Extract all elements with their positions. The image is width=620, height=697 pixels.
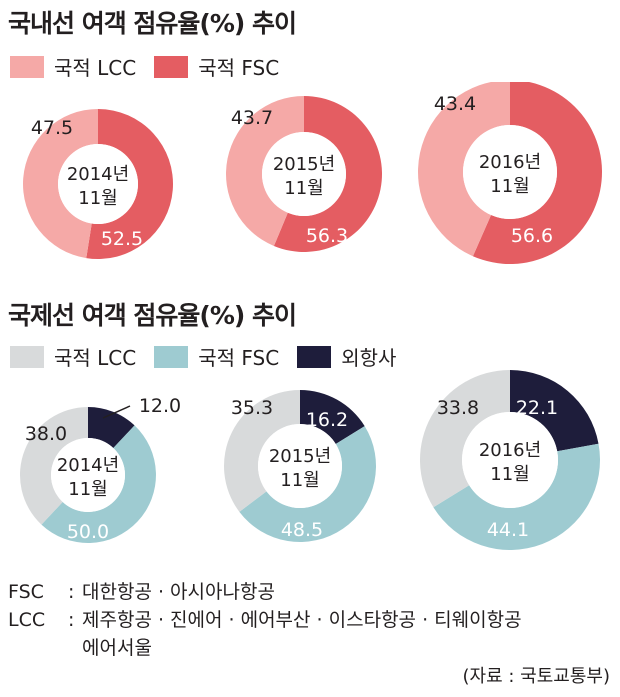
note-text: 에어서울 xyxy=(82,637,152,659)
period-label: 11월 xyxy=(490,464,529,485)
note-separator: : xyxy=(68,609,75,631)
note-lcc-continued: 에어서울 xyxy=(8,634,522,662)
legend-swatch-fsc xyxy=(154,55,189,78)
domestic-title: 국내선 여객 점유율(%) 추이 xyxy=(8,9,297,38)
donut-slice xyxy=(224,390,300,512)
note-key: LCC xyxy=(8,609,46,631)
source-credit: (자료 : 국토교통부) xyxy=(462,666,610,687)
donut-slice xyxy=(86,109,173,259)
slice-value-label: 50.0 xyxy=(67,521,109,543)
period-label: 11월 xyxy=(78,188,117,209)
slice-value-label: 43.4 xyxy=(434,93,476,115)
legend-item-fsc: 국적 FSC xyxy=(154,52,279,81)
slice-value-label: 33.8 xyxy=(437,397,479,419)
donut-slice xyxy=(225,96,304,246)
period-label: 2014년 xyxy=(57,455,119,476)
slice-value-label: 22.1 xyxy=(516,397,558,419)
donut-hole xyxy=(463,125,557,219)
legend-label-fsc: 국적 FSC xyxy=(198,56,280,80)
legend-label-lcc: 국적 LCC xyxy=(54,56,137,80)
donut-chart: 56.6 43.4 2016년 11월 xyxy=(418,82,602,264)
slice-value-label: 56.3 xyxy=(306,225,348,247)
legend-label-lcc-intl: 국적 LCC xyxy=(54,346,137,370)
slice-value-label: 35.3 xyxy=(231,397,273,419)
donut-slice xyxy=(300,390,365,444)
domestic-donut-charts: 52.5 47.5 2014년 11월 56.3 43.7 2015년 11월 56.6 43.4… xyxy=(22,82,602,264)
slice-value-label: 44.1 xyxy=(487,519,529,541)
slice-value-label: 43.7 xyxy=(231,107,273,129)
donut-slice xyxy=(433,443,600,550)
notes: FSC : 대한항공 · 아시아나항공 LCC : 제주항공 · 진에어 · 에… xyxy=(8,578,522,662)
donut-slice xyxy=(273,96,382,252)
donut-chart: 12.0 50.0 38.0 2014년 11월 xyxy=(20,395,181,543)
legend-swatch-foreign xyxy=(297,345,332,368)
period-label: 2016년 xyxy=(479,440,541,461)
period-label: 2015년 xyxy=(273,154,335,175)
leader-line xyxy=(102,405,131,419)
donut-slice xyxy=(41,425,156,543)
legend-swatch-lcc xyxy=(10,55,44,78)
donut-slice xyxy=(420,370,510,508)
donut-hole xyxy=(262,132,346,216)
period-label: 2014년 xyxy=(67,164,129,185)
legend-label-foreign: 외항사 xyxy=(341,346,397,370)
international-legend: 국적 LCC 국적 FSC 외항사 xyxy=(10,342,396,371)
donut-slice xyxy=(472,82,602,264)
legend-item-lcc-intl: 국적 LCC xyxy=(10,342,136,371)
donut-chart: 52.5 47.5 2014년 11월 xyxy=(22,109,173,259)
slice-value-label: 38.0 xyxy=(25,423,67,445)
slice-value-label: 16.2 xyxy=(306,409,348,431)
legend-item-fsc-intl: 국적 FSC xyxy=(154,342,279,371)
note-text: 대한항공 · 아시아나항공 xyxy=(82,581,275,603)
donut-chart: 16.2 48.5 35.3 2015년 11월 xyxy=(224,390,376,542)
donut-hole xyxy=(51,438,125,512)
legend-item-lcc: 국적 LCC xyxy=(10,52,136,81)
period-label: 2015년 xyxy=(269,446,331,467)
note-key: FSC xyxy=(8,581,44,603)
note-fsc: FSC : 대한항공 · 아시아나항공 xyxy=(8,578,522,606)
note-text: 제주항공 · 진에어 · 에어부산 · 이스타항공 · 티웨이항공 xyxy=(82,609,522,631)
note-lcc: LCC : 제주항공 · 진에어 · 에어부산 · 이스타항공 · 티웨이항공 xyxy=(8,606,522,634)
domestic-legend: 국적 LCC 국적 FSC xyxy=(10,52,279,81)
period-label: 2016년 xyxy=(479,152,541,173)
legend-label-fsc-intl: 국적 FSC xyxy=(198,346,280,370)
note-indent xyxy=(8,634,68,662)
legend-swatch-fsc-intl xyxy=(154,345,189,368)
slice-value-label: 56.6 xyxy=(511,225,553,247)
slice-value-label: 47.5 xyxy=(31,117,73,139)
slice-value-label: 12.0 xyxy=(139,395,181,417)
slice-value-label: 48.5 xyxy=(281,519,323,541)
donut-slice xyxy=(510,370,599,452)
legend-item-foreign: 외항사 xyxy=(297,342,396,371)
donut-hole xyxy=(462,412,558,508)
donut-hole xyxy=(58,144,138,224)
legend-swatch-lcc-intl xyxy=(10,345,44,368)
note-indent xyxy=(68,634,82,662)
donut-chart: 56.3 43.7 2015년 11월 xyxy=(225,96,382,252)
note-separator: : xyxy=(68,581,75,603)
donut-slice xyxy=(418,82,510,257)
international-title: 국제선 여객 점유율(%) 추이 xyxy=(8,301,297,330)
donut-slice xyxy=(22,109,98,259)
period-label: 11월 xyxy=(490,176,529,197)
international-donut-charts: 12.0 50.0 38.0 2014년 11월 16.2 48.5 35.3 2015년 11월… xyxy=(20,370,600,550)
period-label: 11월 xyxy=(280,470,319,491)
donut-slice xyxy=(20,407,89,525)
donut-slice xyxy=(239,426,376,542)
period-label: 11월 xyxy=(68,479,107,500)
donut-hole xyxy=(258,424,342,508)
slice-value-label: 52.5 xyxy=(101,228,143,250)
donut-slice xyxy=(88,407,135,449)
period-label: 11월 xyxy=(284,178,323,199)
